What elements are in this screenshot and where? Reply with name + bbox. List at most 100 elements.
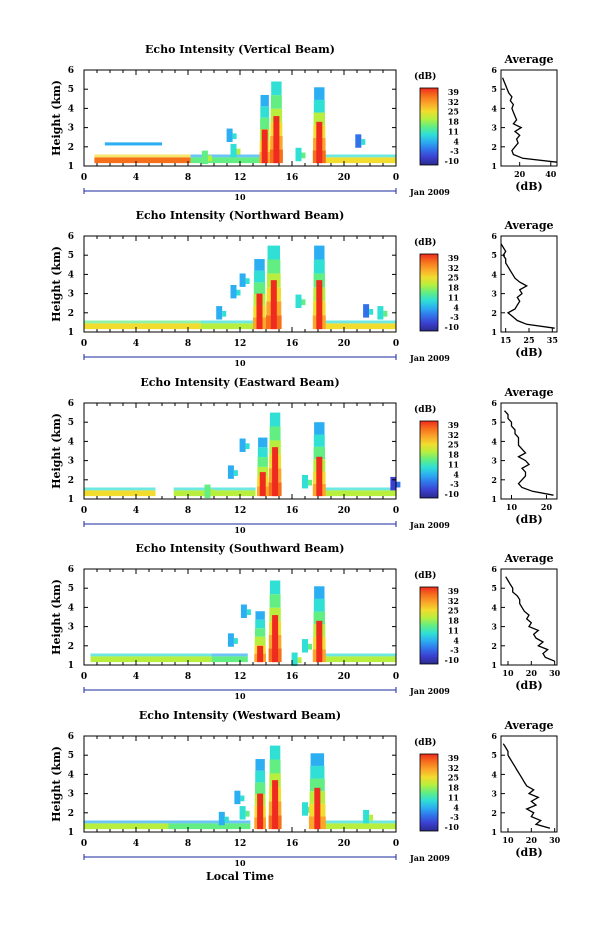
y-tick-label: 5 <box>68 251 74 261</box>
column-band <box>313 259 325 274</box>
column-band <box>267 245 281 260</box>
colorbar <box>419 420 439 499</box>
colorbar-tick-label: 32 <box>448 430 459 440</box>
column-band <box>254 636 266 646</box>
x-tick-label: 20 <box>338 506 351 516</box>
y-tick-label: 3 <box>68 290 74 300</box>
column-band <box>255 611 265 620</box>
profile-y-tick-label: 4 <box>491 269 497 279</box>
profile-x-tick-label: 10 <box>502 835 514 845</box>
column-band <box>255 782 266 795</box>
echo-patch <box>302 802 308 816</box>
lowband-fringe <box>168 820 251 824</box>
colorbar-tick-label: 11 <box>448 459 459 469</box>
colorbar-tick-label: 32 <box>448 596 459 606</box>
y-tick-label: 5 <box>68 418 74 428</box>
echo-patch <box>232 133 237 140</box>
echo-patch <box>302 475 308 489</box>
convective-column <box>268 412 282 497</box>
x-tick-label: 0 <box>81 839 87 849</box>
date-label: Jan 2009 <box>409 686 450 696</box>
x-tick-label: 20 <box>338 173 351 183</box>
lowband-segment <box>84 323 201 330</box>
echo-patch <box>291 652 298 666</box>
x-tick-label: 0 <box>393 672 399 682</box>
convective-column <box>312 245 326 330</box>
column-band <box>269 594 281 608</box>
lowband-segment <box>84 823 169 830</box>
colorbar-tick-label: -3 <box>450 312 459 322</box>
y-tick-label: 1 <box>68 661 74 671</box>
profile-y-tick-label: 2 <box>491 142 497 152</box>
colorbar-unit: (dB) <box>414 404 436 415</box>
column-band <box>269 607 281 622</box>
profile-y-tick-label: 2 <box>491 475 497 485</box>
x-tick-label: 4 <box>133 839 139 849</box>
x-tick-label: 0 <box>81 672 87 682</box>
x-tick-label: 0 <box>393 839 399 849</box>
echo-patch <box>226 128 233 142</box>
profile-y-tick-label: 6 <box>491 398 497 408</box>
lowband-fringe <box>84 487 156 491</box>
profile-x-label: (dB) <box>515 679 542 692</box>
colorbar-tick-label: -10 <box>445 822 460 832</box>
convective-column <box>259 94 270 164</box>
lowband-fringe <box>324 653 396 657</box>
y-tick-label: 4 <box>68 270 74 280</box>
x-tick-label: 8 <box>185 173 191 183</box>
x-tick-label: 20 <box>338 839 351 849</box>
echo-patch <box>246 609 251 616</box>
lowband-fringe <box>84 320 201 324</box>
x-tick-label: 4 <box>133 339 139 349</box>
echo-patch <box>222 310 227 317</box>
day-label: 10 <box>234 858 246 868</box>
column-band <box>269 412 281 427</box>
lowband-segment <box>84 490 156 497</box>
profile-x-tick-label: 40 <box>545 169 557 179</box>
profile-y-tick-label: 4 <box>491 103 497 113</box>
profile-y-tick-label: 2 <box>491 641 497 651</box>
profile-frame <box>500 235 558 333</box>
echo-patch <box>355 134 362 148</box>
convective-column <box>312 586 326 663</box>
y-tick-label: 3 <box>68 124 74 134</box>
column-band <box>260 94 269 107</box>
echo-patch <box>396 481 401 488</box>
profile-x-label: (dB) <box>515 180 542 193</box>
column-core <box>316 121 323 164</box>
y-tick-label: 6 <box>68 565 74 575</box>
column-core <box>257 793 264 830</box>
colorbar-tick-label: 39 <box>448 420 460 430</box>
profile-y-tick-label: 5 <box>491 583 497 593</box>
x-tick-label: 12 <box>234 339 247 349</box>
convective-column <box>254 759 266 830</box>
lowband-segment <box>324 823 396 830</box>
colorbar <box>419 753 439 832</box>
profile-line <box>502 743 551 829</box>
column-core <box>272 615 279 663</box>
lowband-fringe <box>84 820 169 824</box>
profile-title: Average <box>503 386 553 399</box>
panel-title: Echo Intensity (Westward Beam) <box>139 709 341 722</box>
lowband-fringe <box>211 653 248 657</box>
colorbar-tick-label: 18 <box>448 783 460 793</box>
x-tick-label: 0 <box>81 173 87 183</box>
lowband-segment <box>168 823 251 830</box>
profile-title: Average <box>503 719 553 732</box>
column-band <box>269 745 281 760</box>
profile-y-tick-label: 2 <box>491 808 497 818</box>
profile-y-tick-label: 1 <box>491 327 497 337</box>
column-band <box>257 447 268 458</box>
colorbar-tick-label: 32 <box>448 263 459 273</box>
echo-patch <box>240 604 247 618</box>
colorbar <box>419 586 439 665</box>
column-band <box>313 611 326 625</box>
echo-patch <box>240 795 245 802</box>
column-band <box>313 446 326 460</box>
x-tick-label: 0 <box>393 339 399 349</box>
column-band <box>270 95 282 109</box>
y-axis-label: Height (km) <box>50 413 63 489</box>
column-band <box>313 99 325 113</box>
